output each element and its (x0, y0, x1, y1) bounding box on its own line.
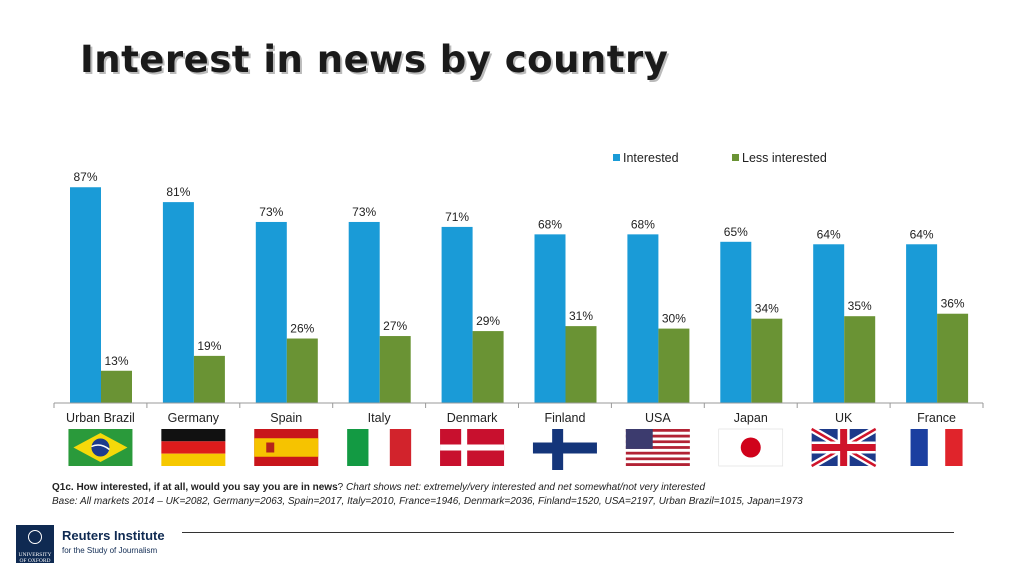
bar-less-interested (658, 328, 690, 403)
x-tick-label: Spain (270, 411, 302, 425)
bar-interested (255, 221, 287, 403)
usa-flag-icon (625, 429, 690, 466)
oxford-seal-logo: UNIVERSITY OF OXFORD (16, 525, 54, 564)
bar-interested (162, 202, 194, 403)
flag-row (68, 425, 963, 470)
denmark-flag-icon (440, 429, 505, 466)
seal-emblem-icon (28, 530, 42, 544)
bar-interested (906, 244, 938, 403)
x-tick-label: Finland (544, 411, 585, 425)
x-axis: Urban Brazil Germany Spain Italy Denmark Finl… (53, 402, 984, 425)
germany-flag-icon (161, 429, 226, 466)
x-tick-label: France (917, 411, 956, 425)
logo-subtitle: for the Study of Journalism (62, 546, 158, 555)
uk-flag-icon (809, 425, 878, 470)
data-label: 31% (569, 309, 593, 323)
bar-less-interested (379, 336, 411, 403)
bar-less-interested (193, 355, 225, 403)
page-title: Interest in news by country (80, 38, 669, 81)
bar-less-interested (101, 370, 132, 403)
data-label: 35% (848, 299, 872, 313)
chart-bars: 87% 13% 81% 19% 73% 26% 73% 27% 71% 29% 68% 31% 68% 3… (70, 170, 969, 403)
legend-swatch-0 (613, 154, 620, 161)
x-tick-label: Japan (734, 411, 768, 425)
data-label: 64% (910, 227, 934, 241)
question-mark: ? (337, 482, 346, 493)
data-label: 71% (445, 210, 469, 224)
data-label: 68% (538, 217, 562, 231)
seal-text: UNIVERSITY OF OXFORD (18, 552, 52, 564)
bar-interested (70, 187, 101, 403)
japan-flag-icon (718, 428, 784, 467)
data-label: 13% (104, 354, 128, 368)
data-label: 73% (352, 205, 376, 219)
italy-flag-icon (347, 429, 412, 466)
legend-label-0: Interested (623, 151, 679, 165)
data-label: 36% (941, 297, 965, 311)
bar-interested (627, 234, 659, 403)
data-label: 81% (166, 185, 190, 199)
x-tick-label: Germany (168, 411, 220, 425)
data-label: 26% (290, 322, 314, 336)
bar-chart: Interested Less interested 87% 13% 81% 19% 73… (53, 151, 984, 470)
question-note: Q1c. How interested, if at all, would yo… (52, 482, 705, 493)
data-label: 68% (631, 217, 655, 231)
finland-flag-icon (532, 429, 597, 470)
bar-interested (720, 241, 752, 403)
bar-interested (534, 234, 566, 403)
data-label: 65% (724, 225, 748, 239)
logo-name: Reuters Institute (62, 528, 165, 543)
chart-legend: Interested Less interested (613, 151, 827, 165)
bar-less-interested (937, 313, 969, 403)
spain-flag-icon (254, 429, 319, 466)
x-tick-label: USA (645, 411, 671, 425)
bar-interested (813, 244, 845, 403)
legend-label-1: Less interested (742, 151, 827, 165)
data-label: 30% (662, 312, 686, 326)
bar-interested (348, 221, 380, 403)
bar-less-interested (844, 316, 876, 403)
data-label: 64% (817, 227, 841, 241)
data-label: 19% (197, 339, 221, 353)
question-text: Q1c. How interested, if at all, would yo… (52, 482, 338, 493)
bar-less-interested (472, 331, 504, 403)
brazil-flag-icon (68, 429, 133, 466)
data-label: 29% (476, 314, 500, 328)
bar-less-interested (565, 326, 597, 403)
x-tick-label: UK (835, 411, 853, 425)
bar-less-interested (751, 318, 783, 403)
legend-swatch-1 (732, 154, 739, 161)
data-label: 87% (73, 170, 97, 184)
france-flag-icon (910, 429, 963, 466)
data-label: 34% (755, 302, 779, 316)
bar-interested (441, 226, 473, 403)
data-label: 73% (259, 205, 283, 219)
question-explanation: Chart shows net: extremely/very interest… (345, 482, 706, 493)
x-tick-label: Denmark (447, 411, 498, 425)
base-note: Base: All markets 2014 – UK=2082, German… (52, 496, 803, 507)
x-tick-label: Urban Brazil (66, 411, 135, 425)
data-label: 27% (383, 319, 407, 333)
footer-divider (182, 532, 954, 533)
bar-less-interested (286, 338, 318, 403)
x-tick-label: Italy (368, 411, 392, 425)
